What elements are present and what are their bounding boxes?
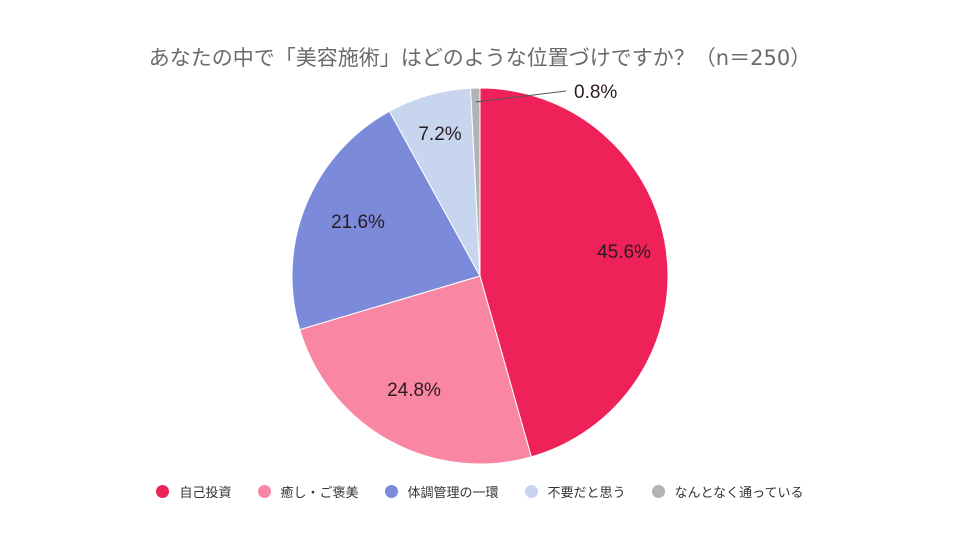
legend-dot-icon <box>651 485 665 498</box>
legend-item: 自己投資 <box>156 482 232 501</box>
legend-item: 不要だと思う <box>524 482 626 501</box>
slice-label: 45.6% <box>597 242 651 263</box>
slice-label: 7.2% <box>418 124 461 145</box>
legend-label: 自己投資 <box>179 486 232 501</box>
leader-line <box>475 90 567 103</box>
pie-slice <box>470 87 481 277</box>
pie-slice <box>299 275 532 465</box>
legend-item: なんとなく通っている <box>651 482 804 501</box>
legend: 自己投資 癒し・ご褒美 体調管理の一環 不要だと思う なんとなく通っている <box>0 482 960 501</box>
legend-label: 体調管理の一環 <box>407 486 499 501</box>
legend-dot-icon <box>524 485 538 498</box>
pie-slice <box>291 110 481 331</box>
legend-dot-icon <box>384 485 398 498</box>
slice-label: 21.6% <box>331 212 385 233</box>
legend-item: 癒し・ご褒美 <box>257 482 359 501</box>
legend-label: なんとなく通っている <box>674 486 804 501</box>
slice-label: 0.8% <box>574 82 617 103</box>
pie-slice <box>479 87 669 458</box>
legend-dot-icon <box>257 485 271 498</box>
legend-dot-icon <box>156 485 170 498</box>
chart-title: あなたの中で「美容施術」はどのような位置づけですか？（n＝250） <box>148 46 812 70</box>
legend-item: 体調管理の一環 <box>384 482 499 501</box>
legend-label: 癒し・ご褒美 <box>280 486 359 501</box>
slice-label: 24.8% <box>387 380 441 401</box>
legend-label: 不要だと思う <box>547 486 626 501</box>
